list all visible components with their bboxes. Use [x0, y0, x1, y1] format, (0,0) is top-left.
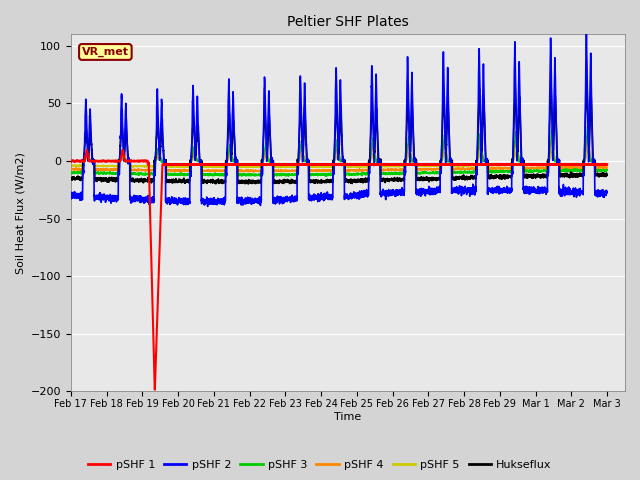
X-axis label: Time: Time — [334, 412, 362, 422]
Y-axis label: Soil Heat Flux (W/m2): Soil Heat Flux (W/m2) — [15, 152, 25, 274]
Legend: pSHF 1, pSHF 2, pSHF 3, pSHF 4, pSHF 5, Hukseflux: pSHF 1, pSHF 2, pSHF 3, pSHF 4, pSHF 5, … — [84, 456, 556, 474]
Title: Peltier SHF Plates: Peltier SHF Plates — [287, 15, 409, 29]
Text: VR_met: VR_met — [82, 47, 129, 57]
